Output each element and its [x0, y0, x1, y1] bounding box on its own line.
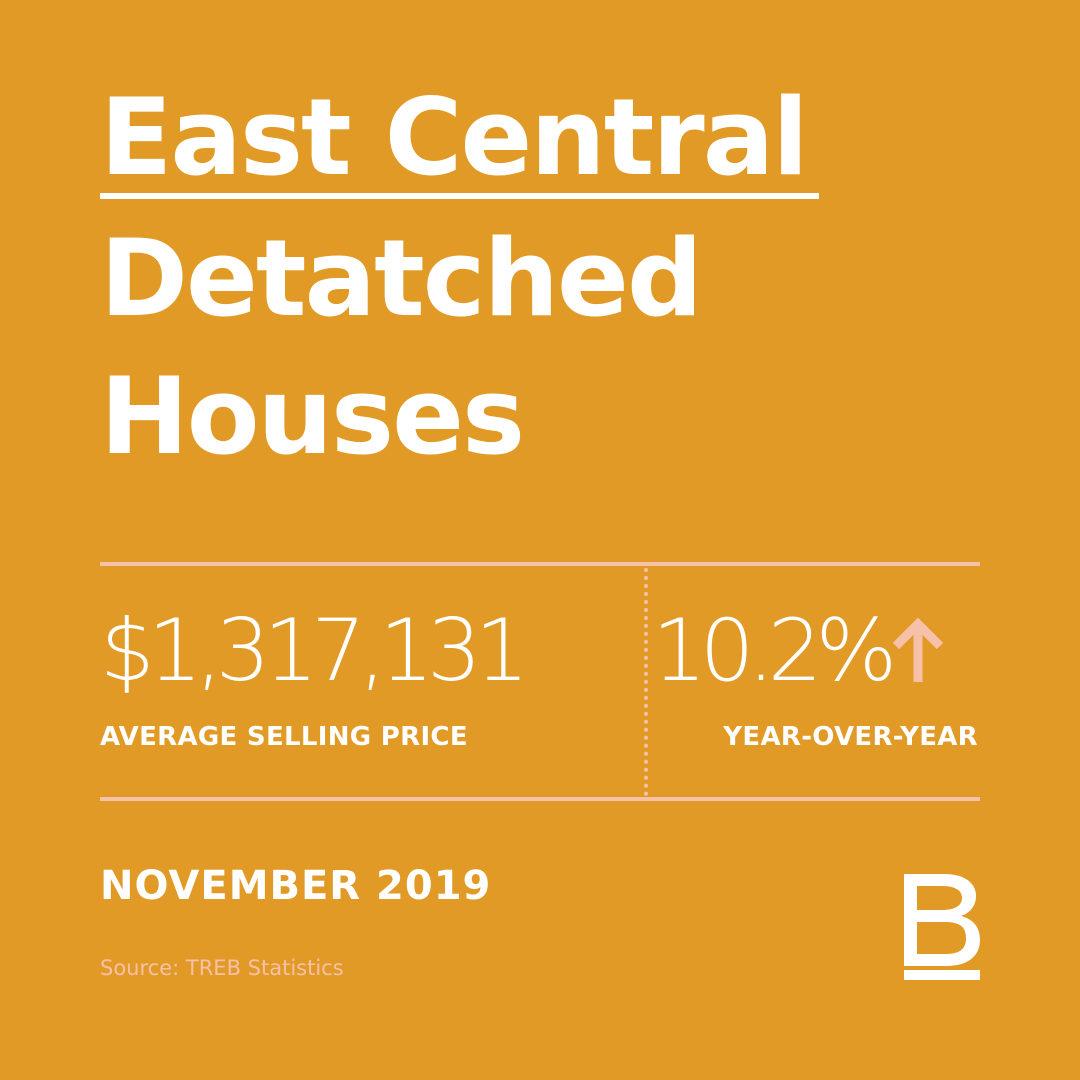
- headline-line-3: Houses: [100, 355, 525, 478]
- headline-underline: [100, 193, 819, 199]
- b-monogram-icon: [904, 874, 980, 980]
- stats-top-divider: [100, 562, 980, 566]
- year-over-year-label: YEAR-OVER-YEAR: [723, 722, 978, 752]
- report-date: NOVEMBER 2019: [100, 863, 492, 909]
- headline-line-1: East Central: [100, 76, 809, 199]
- stats-bottom-divider: [100, 797, 980, 801]
- average-price-label: AVERAGE SELLING PRICE: [100, 722, 468, 752]
- source-note: Source: TREB Statistics: [100, 956, 344, 980]
- headline-line-2: Detatched: [100, 217, 703, 340]
- average-price-value: $1,317,131: [100, 601, 529, 701]
- year-over-year-change-value: 10.2%: [652, 601, 897, 701]
- stats-column-divider: [644, 568, 648, 796]
- arrow-up-icon: [892, 617, 944, 682]
